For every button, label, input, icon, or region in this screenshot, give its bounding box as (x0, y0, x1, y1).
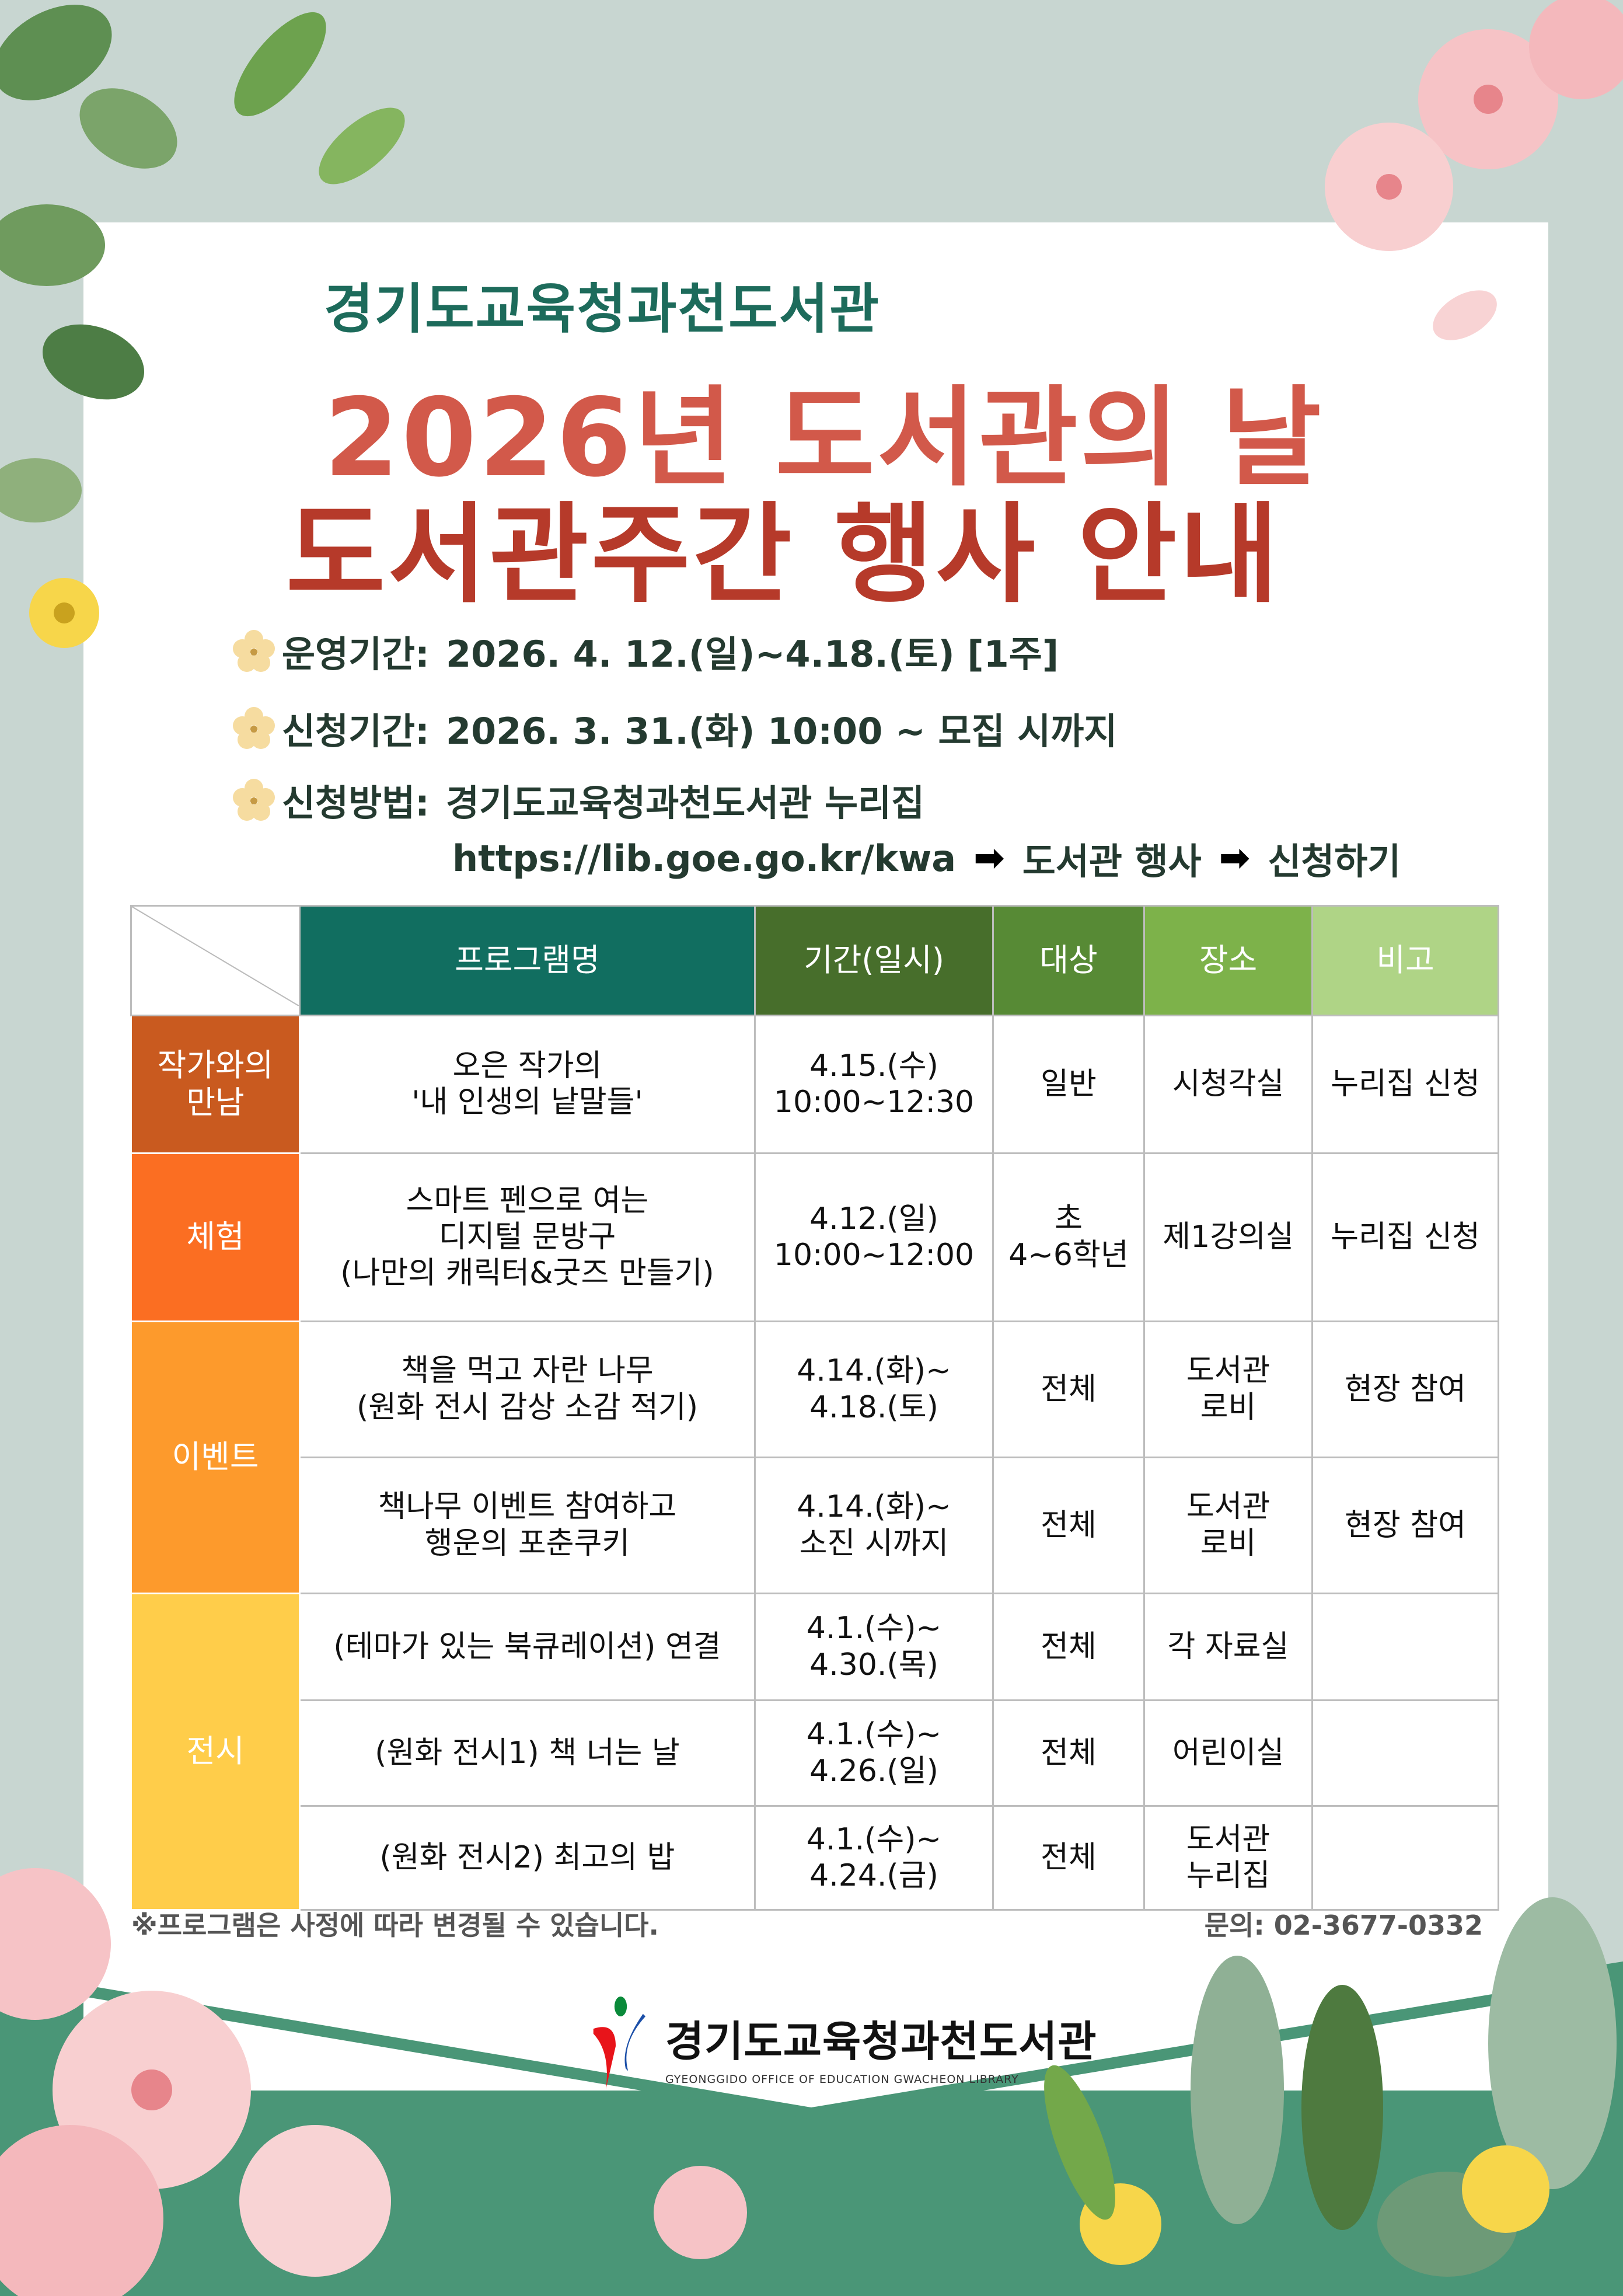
leaves-bottom-right-decoration (1044, 1897, 1617, 2277)
table-row: 책나무 이벤트 참여하고 행운의 포춘쿠키 4.14.(화)~ 소진 시까지 전체 도… (131, 1456, 1499, 1594)
cell-note (1311, 1592, 1499, 1701)
cell-period: 4.12.(일) 10:00~12:00 (754, 1152, 994, 1322)
cell-target: 전체 (992, 1320, 1145, 1458)
info-application-period: 신청기간: 2026. 3. 31.(화) 10:00 ~ 모집 시까지 (231, 702, 1117, 754)
header-program: 프로그램명 (299, 905, 756, 1016)
cell-program: 스마트 펜으로 여는 디지털 문방구 (나만의 캐릭터&굿즈 만들기) (299, 1152, 756, 1322)
library-url-link[interactable]: https://lib.goe.go.kr/kwa (452, 837, 957, 880)
cell-place: 도서관 로비 (1143, 1456, 1313, 1594)
info-value: 2026. 3. 31.(화) 10:00 ~ 모집 시까지 (445, 710, 1118, 752)
cell-note: 누리집 신청 (1311, 1152, 1499, 1322)
cell-place: 시청각실 (1143, 1014, 1313, 1154)
cell-program: (테마가 있는 북큐레이션) 연결 (299, 1592, 756, 1701)
cell-note: 현장 참여 (1311, 1320, 1499, 1458)
bottom-white-wedge (83, 1961, 1548, 2119)
category-cell: 작가와의 만남 (130, 1014, 301, 1154)
cell-target: 전체 (992, 1699, 1145, 1807)
logo-korean-text: 경기도교육청과천도서관 (665, 2016, 1097, 2066)
info-application-method: 신청방법: 경기도교육청과천도서관 누리집 (231, 774, 924, 826)
table-header-row: 프로그램명 기간(일시) 대상 장소 비고 (130, 905, 1499, 1016)
program-table: 프로그램명 기간(일시) 대상 장소 비고 작가와의 만남 오은 작가의 '내 인… (130, 905, 1499, 1911)
table-row: 체험 스마트 펜으로 여는 디지털 문방구 (나만의 캐릭터&굿즈 만들기) 4.1… (130, 1152, 1499, 1322)
cell-place: 도서관 로비 (1143, 1320, 1313, 1458)
cell-period: 4.14.(화)~ 소진 시까지 (754, 1456, 994, 1594)
library-logo-icon (593, 1997, 645, 2090)
cell-target: 전체 (992, 1804, 1145, 1911)
diagonal-line (131, 906, 300, 1006)
blossoms-bottom-left-decoration (0, 1868, 747, 2296)
info-value: 2026. 4. 12.(일)~4.18.(토) [1주] (445, 633, 1059, 675)
info-label: 운영기간: (282, 633, 430, 675)
table-row: (원화 전시1) 책 너는 날 4.1.(수)~ 4.26.(일) 전체 어린이실 (131, 1699, 1499, 1807)
table-row: 이벤트 책을 먹고 자란 나무 (원화 전시 감상 소감 적기) 4.14.(화)~… (130, 1320, 1499, 1594)
cell-period: 4.15.(수) 10:00~12:30 (754, 1014, 994, 1154)
cell-note (1311, 1804, 1499, 1911)
cell-period: 4.1.(수)~ 4.26.(일) (754, 1699, 994, 1807)
cell-target: 전체 (992, 1456, 1145, 1594)
leaves-top-left-decoration (0, 5, 405, 648)
category-cell: 이벤트 (130, 1320, 301, 1594)
cell-note (1311, 1699, 1499, 1807)
library-logo: 경기도교육청과천도서관 GYEONGGIDO OFFICE OF EDUCATI… (578, 1997, 1097, 2096)
info-value: 경기도교육청과천도서관 누리집 (445, 782, 925, 824)
category-cell: 전시 (130, 1592, 301, 1911)
change-notice: ※프로그램은 사정에 따라 변경될 수 있습니다. (131, 1910, 659, 1941)
logo-english-text: GYEONGGIDO OFFICE OF EDUCATION GWACHEON … (665, 2072, 1019, 2086)
category-cell: 체험 (130, 1152, 301, 1322)
table-row: (원화 전시2) 최고의 밥 4.1.(수)~ 4.24.(금) 전체 도서관 누리집 (131, 1804, 1499, 1911)
cell-target: 일반 (992, 1014, 1145, 1154)
cell-program: (원화 전시2) 최고의 밥 (299, 1804, 756, 1911)
cell-program: 책을 먹고 자란 나무 (원화 전시 감상 소감 적기) (299, 1320, 756, 1458)
header-period: 기간(일시) (754, 905, 994, 1016)
header-target: 대상 (992, 905, 1145, 1016)
header-place: 장소 (1143, 905, 1313, 1016)
arrow-right-icon: ➡ (1219, 837, 1251, 880)
cell-place: 제1강의실 (1143, 1152, 1313, 1322)
flower-bullet-icon (233, 630, 275, 672)
flower-bullet-icon (233, 707, 275, 749)
arrow-right-icon: ➡ (973, 837, 1005, 880)
info-operation-period: 운영기간: 2026. 4. 12.(일)~4.18.(토) [1주] (231, 625, 1059, 677)
info-label: 신청방법: (282, 782, 430, 824)
cell-program: 책나무 이벤트 참여하고 행운의 포춘쿠키 (299, 1456, 756, 1594)
blossoms-top-right-decoration (1325, 0, 1623, 340)
path-step-events: 도서관 행사 (1022, 840, 1202, 883)
title-line-2: 도서관주간 행사 안내 (286, 492, 1281, 618)
title-line-1: 2026년 도서관의 날 (324, 375, 1324, 501)
cell-period: 4.14.(화)~ 4.18.(토) (754, 1320, 994, 1458)
table-row: 작가와의 만남 오은 작가의 '내 인생의 낱말들' 4.15.(수) 10:00~… (130, 1014, 1499, 1154)
cell-target: 전체 (992, 1592, 1145, 1701)
cell-period: 4.1.(수)~ 4.30.(목) (754, 1592, 994, 1701)
application-path: https://lib.goe.go.kr/kwa ➡ 도서관 행사 ➡ 신청하… (452, 832, 1401, 884)
cell-target: 초 4~6학년 (992, 1152, 1145, 1322)
path-step-apply: 신청하기 (1268, 840, 1401, 883)
library-name: 경기도교육청과천도서관 (324, 278, 881, 340)
cell-program: (원화 전시1) 책 너는 날 (299, 1699, 756, 1807)
corner-cell (130, 905, 301, 1016)
cell-place: 어린이실 (1143, 1699, 1313, 1807)
info-label: 신청기간: (282, 710, 430, 752)
header-note: 비고 (1311, 905, 1499, 1016)
cell-place: 각 자료실 (1143, 1592, 1313, 1701)
cell-note: 누리집 신청 (1311, 1014, 1499, 1154)
cell-place: 도서관 누리집 (1143, 1804, 1313, 1911)
contact-phone: 문의: 02-3677-0332 (1204, 1910, 1483, 1941)
cell-period: 4.1.(수)~ 4.24.(금) (754, 1804, 994, 1911)
cell-program: 오은 작가의 '내 인생의 낱말들' (299, 1014, 756, 1154)
cell-note: 현장 참여 (1311, 1456, 1499, 1594)
table-row: 전시 (테마가 있는 북큐레이션) 연결 4.1.(수)~ 4.30.(목) 전체 각 … (130, 1592, 1499, 1911)
flower-bullet-icon (233, 779, 275, 821)
